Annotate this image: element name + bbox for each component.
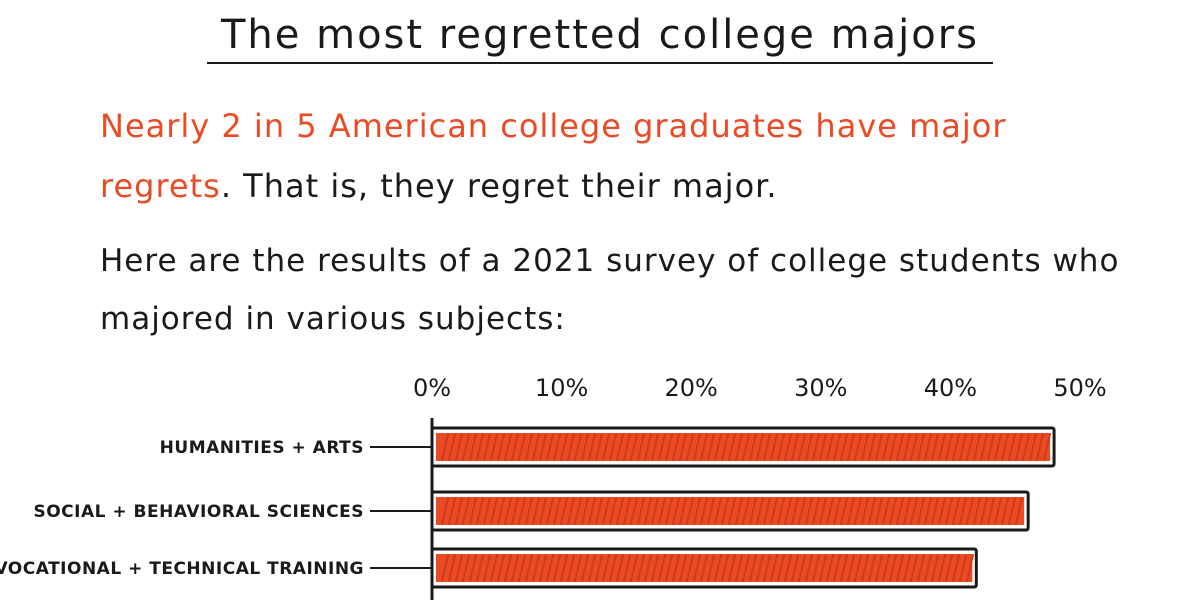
- bar-hatch: [441, 554, 974, 582]
- bar-hatch: [441, 497, 1023, 525]
- category-label: HUMANITIES + ARTS: [160, 438, 364, 458]
- survey-description: Here are the results of a 2021 survey of…: [100, 243, 1120, 337]
- bar-hatch: [441, 433, 1051, 461]
- intro-paragraph: Nearly 2 in 5 American college graduates…: [100, 96, 1100, 216]
- x-tick-label: 30%: [794, 374, 847, 402]
- category-label: VOCATIONAL + TECHNICAL TRAINING: [0, 559, 364, 579]
- x-tick-label: 50%: [1053, 374, 1106, 402]
- x-axis-ticks: 0% 10% 20% 30% 40% 50%: [413, 374, 1107, 402]
- x-tick-label: 10%: [535, 374, 588, 402]
- page-title-text: The most regretted college majors: [207, 12, 993, 64]
- x-tick-label: 20%: [665, 374, 718, 402]
- page-title: The most regretted college majors: [0, 12, 1200, 64]
- x-tick-label: 0%: [413, 374, 451, 402]
- category-label: SOCIAL + BEHAVIORAL SCIENCES: [33, 502, 364, 522]
- intro-highlight: Nearly 2 in 5 American college graduates…: [100, 107, 1007, 205]
- x-tick-label: 40%: [924, 374, 977, 402]
- intro-rest: . That is, they regret their major.: [220, 167, 778, 205]
- bars-group: HUMANITIES + ARTS SOCIAL + BEHAVIORAL SCI…: [0, 418, 1056, 600]
